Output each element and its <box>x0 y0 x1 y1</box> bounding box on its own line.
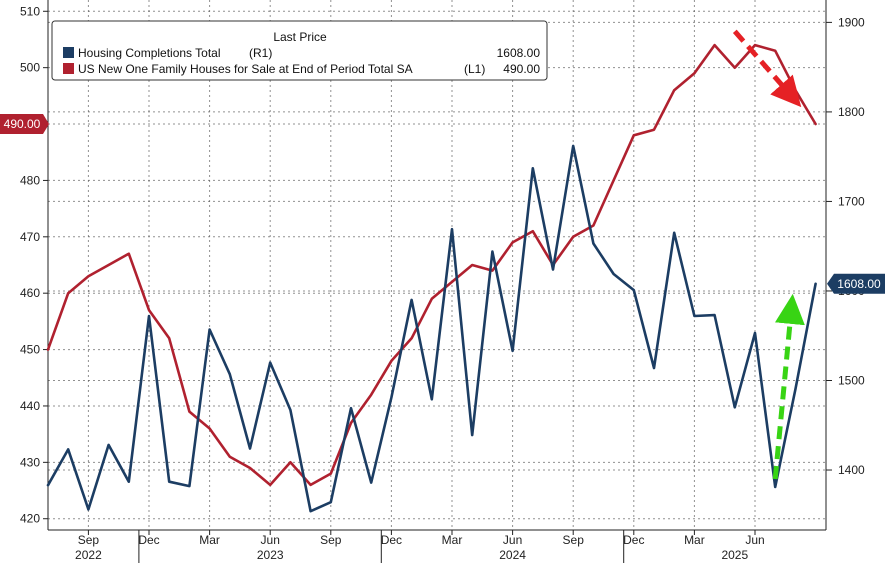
left-tick-label: 440 <box>20 399 40 413</box>
legend-box <box>51 20 548 81</box>
right-tick-label: 1400 <box>838 463 865 477</box>
legend-entry-houses-axis: (L1) <box>464 62 485 76</box>
x-tick-label: Jun <box>261 533 280 547</box>
left-tick-label: 470 <box>20 230 40 244</box>
left-tick-label: 430 <box>20 455 40 469</box>
last-value-tags: 490.00 1608.00 <box>0 114 885 294</box>
axes: 4204304404504604704804905005101400150016… <box>20 0 865 563</box>
annotations <box>732 29 805 480</box>
x-tick-label: Mar <box>442 533 463 547</box>
x-tick-label: Sep <box>320 533 342 547</box>
left-tick-label: 450 <box>20 343 40 357</box>
legend-swatch-houses <box>63 63 74 74</box>
legend-entry-completions-axis: (R1) <box>249 46 272 60</box>
legend-entry-completions-value: 1608.00 <box>497 46 541 60</box>
left-last-value-tag: 490.00 <box>4 117 41 131</box>
x-tick-label: Mar <box>199 533 220 547</box>
x-year-label: 2025 <box>721 548 748 562</box>
legend-entry-houses-value: 490.00 <box>503 62 540 76</box>
x-year-label: 2022 <box>75 548 102 562</box>
x-tick-label: Dec <box>381 533 402 547</box>
right-tick-label: 1700 <box>838 194 865 208</box>
grid <box>48 0 826 530</box>
x-tick-label: Sep <box>563 533 585 547</box>
legend: Last Price Housing Completions Total (R1… <box>51 20 548 81</box>
right-tick-label: 1500 <box>838 373 865 387</box>
right-last-value-tag: 1608.00 <box>837 277 881 291</box>
x-year-label: 2024 <box>499 548 526 562</box>
left-tick-label: 510 <box>20 4 40 18</box>
x-tick-label: Mar <box>684 533 705 547</box>
x-tick-label: Jun <box>745 533 764 547</box>
series-line-housing-completions <box>46 144 817 513</box>
right-tick-label: 1900 <box>838 15 865 29</box>
x-tick-label: Jun <box>503 533 522 547</box>
left-last-value-tag-bg <box>0 114 49 135</box>
legend-entry-houses-name: US New One Family Houses for Sale at End… <box>78 62 413 76</box>
left-tick-label: 500 <box>20 61 40 75</box>
x-year-label: 2023 <box>257 548 284 562</box>
right-last-value-tag-bg <box>827 273 885 294</box>
series-line-houses-for-sale <box>46 43 817 487</box>
down-trend-arrow <box>732 29 802 108</box>
series <box>46 43 817 513</box>
legend-entry-completions-name: Housing Completions Total <box>78 46 221 60</box>
x-tick-label: Sep <box>78 533 100 547</box>
left-tick-label: 420 <box>20 512 40 526</box>
x-tick-label: Dec <box>138 533 159 547</box>
up-trend-arrow <box>772 293 805 480</box>
left-tick-label: 460 <box>20 286 40 300</box>
left-tick-label: 480 <box>20 173 40 187</box>
legend-swatch-completions <box>63 47 74 58</box>
x-tick-label: Dec <box>623 533 644 547</box>
legend-title: Last Price <box>273 30 327 44</box>
right-tick-label: 1800 <box>838 105 865 119</box>
